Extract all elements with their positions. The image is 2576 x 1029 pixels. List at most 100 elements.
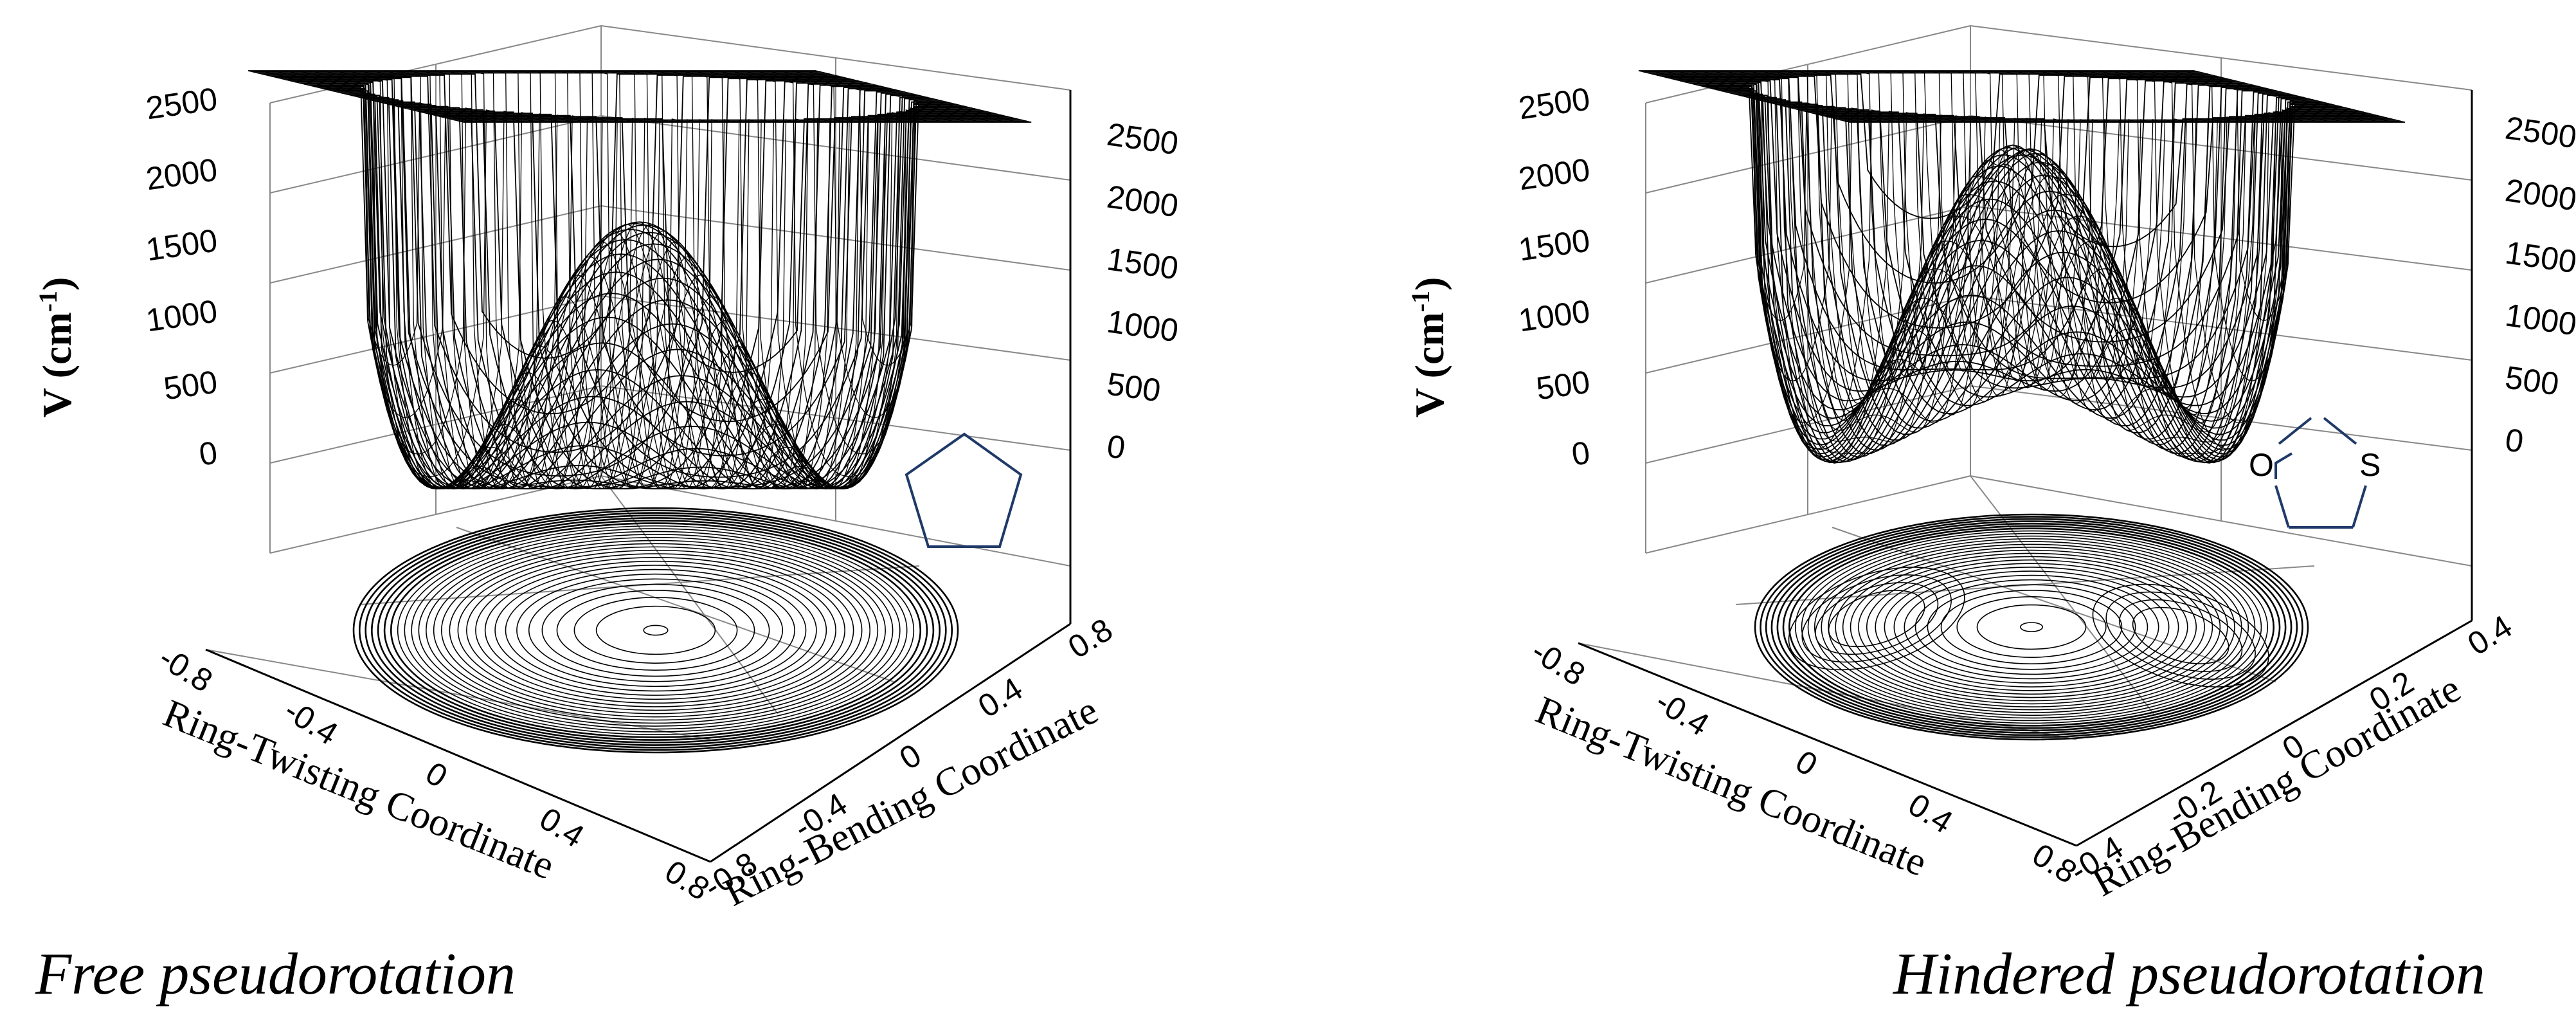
surface-mesh-line bbox=[248, 70, 464, 123]
contour-line bbox=[516, 573, 795, 688]
surface-mesh-line bbox=[2025, 70, 2237, 408]
x-tick: 0 bbox=[419, 754, 453, 794]
surface-mesh-line bbox=[1868, 70, 2079, 385]
surface-mesh-line bbox=[433, 70, 649, 489]
x-tick: -0.8 bbox=[1526, 633, 1592, 693]
surface-mesh-line bbox=[705, 70, 921, 489]
z-tick-left: 500 bbox=[1534, 363, 1592, 406]
y-tick: 0.4 bbox=[2462, 608, 2519, 662]
z-axis-label: V (cm-1) bbox=[1406, 277, 1452, 418]
surface-mesh-line bbox=[1988, 70, 2200, 392]
contour-line bbox=[494, 565, 817, 696]
contour-line bbox=[1776, 522, 2287, 732]
surface-mesh-line bbox=[803, 70, 1020, 123]
surface-mesh-line bbox=[581, 70, 797, 489]
z-tick-left: 1000 bbox=[1517, 293, 1592, 338]
contour-line bbox=[1914, 579, 2148, 675]
contour-line bbox=[528, 578, 784, 682]
contour-line bbox=[2020, 622, 2044, 632]
z-tick-right: 1000 bbox=[2503, 296, 2576, 342]
contour-lobe bbox=[1815, 582, 1939, 655]
z-tick-right: 2500 bbox=[1104, 116, 1180, 161]
contour-lobe bbox=[2132, 606, 2229, 664]
contour-line bbox=[411, 531, 901, 730]
surface-mesh-line bbox=[2061, 70, 2273, 433]
z-tick-left: 1500 bbox=[1517, 222, 1592, 268]
surface-mesh-line bbox=[1796, 70, 2007, 415]
contour-line bbox=[1835, 547, 2228, 707]
contour-lobe bbox=[1788, 567, 1965, 671]
surface-mesh-line bbox=[2182, 70, 2393, 123]
contour-line bbox=[365, 512, 947, 749]
y-tick: 0.4 bbox=[972, 670, 1029, 724]
contour-hindered bbox=[1754, 513, 2309, 741]
surface-mesh-line bbox=[1650, 70, 1862, 123]
contour-line bbox=[556, 590, 755, 671]
contour-line bbox=[1976, 604, 2087, 650]
z-tick-right: 2000 bbox=[1104, 178, 1180, 224]
surface-mesh-line bbox=[2001, 70, 2212, 397]
surface-mesh-line bbox=[729, 70, 945, 488]
contour-line bbox=[595, 605, 716, 655]
surface-mesh-line bbox=[1952, 70, 2164, 383]
oxygen-atom-label: O bbox=[2249, 447, 2274, 483]
surface-mesh-line bbox=[347, 70, 563, 489]
z-tick-left: 2500 bbox=[1517, 80, 1592, 126]
surface-mesh-line bbox=[2073, 70, 2285, 442]
contour-line bbox=[1814, 538, 2249, 716]
contour-line bbox=[1807, 535, 2256, 719]
surface-mesh-line bbox=[446, 70, 662, 489]
surface-mesh-line bbox=[593, 70, 809, 489]
surface-mesh-line bbox=[741, 70, 958, 477]
surface-mesh-line bbox=[2157, 70, 2369, 322]
surface-mesh-line bbox=[494, 70, 710, 489]
contour-line bbox=[383, 520, 928, 741]
x-tick: 0 bbox=[1789, 743, 1823, 783]
surface-mesh-line bbox=[1747, 70, 1958, 454]
surface-mesh-line bbox=[1904, 70, 2116, 380]
contour-lobe bbox=[1828, 590, 1925, 648]
z-tick-right: 500 bbox=[1104, 365, 1162, 408]
axes-hindered bbox=[1578, 90, 2473, 847]
surface-mesh-line bbox=[2049, 70, 2260, 424]
z-tick-right: 0 bbox=[1104, 428, 1127, 466]
contour-line bbox=[440, 543, 871, 718]
contour-line bbox=[352, 507, 959, 754]
surface-mesh-line bbox=[692, 70, 908, 489]
surface-mesh-line bbox=[309, 70, 525, 455]
contour-line bbox=[505, 569, 807, 692]
surface-mesh-line bbox=[717, 70, 933, 489]
surface-mesh-line bbox=[556, 70, 772, 489]
z-axis-label-sup: -1 bbox=[33, 291, 62, 312]
surface-mesh-line bbox=[1675, 70, 1886, 322]
contour-line bbox=[475, 556, 836, 704]
z-tick-left: 2500 bbox=[144, 80, 220, 126]
surface-mesh-line bbox=[1698, 70, 1910, 424]
surface-mesh-line bbox=[655, 70, 871, 489]
grid-free bbox=[205, 25, 1071, 740]
surface-mesh-line bbox=[606, 70, 822, 489]
contour-line bbox=[1842, 549, 2221, 705]
surface-mesh-line bbox=[1928, 70, 2139, 380]
surface-mesh-line bbox=[816, 70, 1032, 123]
contour-line bbox=[484, 560, 827, 700]
surface-mesh-line bbox=[1771, 70, 1983, 433]
z-axis-label-main: V (cm bbox=[34, 312, 80, 417]
surface-mesh-line bbox=[766, 70, 982, 418]
contour-line bbox=[1801, 533, 2262, 722]
surface-mesh-line bbox=[1638, 70, 1850, 123]
contour-line bbox=[457, 549, 854, 711]
z-tick-right: 1500 bbox=[1104, 241, 1180, 286]
z-tick-left: 0 bbox=[197, 434, 219, 472]
z-tick-right: 500 bbox=[2503, 359, 2561, 402]
contour-line bbox=[1782, 525, 2281, 729]
molecule-hindered: O S bbox=[2249, 417, 2381, 529]
surface-mesh-line bbox=[1783, 70, 1995, 424]
contour-line bbox=[1795, 530, 2268, 724]
z-tick-right: 1500 bbox=[2503, 234, 2576, 280]
surface-mesh-line bbox=[321, 70, 538, 477]
contour-line bbox=[1956, 596, 2107, 658]
contour-line bbox=[1893, 570, 2170, 684]
molecule-free bbox=[905, 432, 1023, 548]
contour-line bbox=[573, 597, 738, 664]
